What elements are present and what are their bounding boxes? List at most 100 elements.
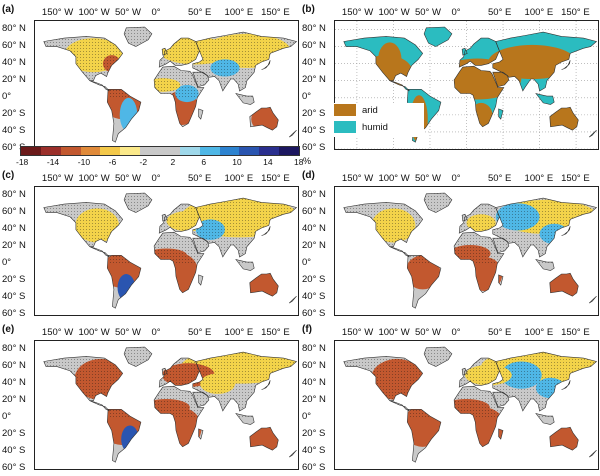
- lon-label: 50° W: [114, 173, 141, 184]
- lat-label: 0°: [2, 256, 12, 268]
- colorbar: [20, 146, 300, 156]
- legend-item-humid: humid: [334, 120, 388, 134]
- lon-label: 0°: [151, 7, 161, 18]
- lat-label: 0°: [302, 256, 312, 268]
- panel-label-c: (c): [2, 170, 15, 181]
- panel-label-b: (b): [302, 4, 315, 15]
- lon-label: 0°: [451, 327, 461, 338]
- colorbar-ticks: -18 -14 -10 -6 -2 2 6 10 14 18: [14, 157, 314, 169]
- colorbar-swatch: [80, 147, 101, 155]
- lat-label: 0°: [302, 410, 312, 422]
- colorbar-swatch: [239, 147, 260, 155]
- map-panel-a: [34, 20, 299, 150]
- lon-label: 150° W: [41, 173, 74, 184]
- map-panel-c: [34, 186, 299, 316]
- lon-label: 0°: [451, 7, 461, 18]
- lat-label: 20° S: [302, 273, 326, 285]
- lat-label: 60° S: [2, 308, 26, 319]
- lon-label: 50° E: [488, 327, 512, 338]
- legend-label-arid: arid: [362, 104, 378, 116]
- legend-swatch-arid: [334, 104, 356, 116]
- colorbar-swatch: [140, 147, 161, 155]
- lat-label: 40° N: [302, 56, 326, 68]
- lat-label: 0°: [2, 410, 12, 422]
- lat-label: 20° N: [2, 73, 26, 85]
- lat-label: 40° S: [2, 444, 26, 456]
- lat-label: 60° S: [302, 308, 326, 319]
- colorbar-tick-label: -18: [16, 157, 29, 167]
- lat-label: 20° S: [302, 427, 326, 439]
- lon-label: 100° E: [224, 327, 254, 338]
- lat-label: 80° N: [2, 188, 26, 200]
- lat-label: 60° N: [302, 359, 326, 371]
- lat-label: 60° S: [302, 462, 326, 473]
- colorbar-tick-label: 6: [201, 157, 207, 167]
- lon-label: 50° W: [114, 7, 141, 18]
- colorbar-swatch: [40, 147, 61, 155]
- lon-label: 100° W: [78, 327, 110, 338]
- lat-label: 40° N: [2, 222, 26, 234]
- map-panel-e: [34, 340, 299, 470]
- lon-label: 50° E: [188, 173, 212, 184]
- lat-label: 20° N: [302, 393, 326, 405]
- colorbar-swatch: [21, 147, 41, 155]
- lon-label: 100° E: [224, 7, 254, 18]
- lon-label: 100° W: [378, 327, 410, 338]
- lat-label: 20° S: [2, 273, 26, 285]
- lat-label: 40° S: [302, 290, 326, 302]
- lat-label: 80° N: [2, 22, 26, 34]
- lon-label: 100° E: [524, 327, 554, 338]
- lat-label: 80° N: [302, 188, 326, 200]
- lat-label: 40° S: [302, 124, 326, 136]
- lat-label: 60° N: [2, 39, 26, 51]
- lon-label: 0°: [151, 327, 161, 338]
- legend-label-humid: humid: [362, 121, 388, 133]
- lat-label: 0°: [2, 90, 12, 102]
- lat-label: 20° N: [302, 239, 326, 251]
- lon-label: 100° W: [78, 7, 110, 18]
- lat-label: 20° N: [2, 239, 26, 251]
- lat-label: 80° N: [2, 342, 26, 354]
- lon-label: 50° W: [114, 327, 141, 338]
- map-panel-f: [334, 340, 599, 470]
- colorbar-swatch: [199, 147, 220, 155]
- lat-label: 60° N: [2, 359, 26, 371]
- colorbar-unit: %: [303, 156, 312, 166]
- lon-label: 150° W: [341, 327, 374, 338]
- colorbar-tick-label: -2: [139, 157, 148, 167]
- colorbar-swatch: [259, 147, 280, 155]
- lat-label: 0°: [302, 90, 312, 102]
- lat-label: 60° N: [2, 205, 26, 217]
- colorbar-swatch: [179, 147, 200, 155]
- legend-item-arid: arid: [334, 103, 378, 117]
- lat-label: 80° N: [302, 342, 326, 354]
- colorbar-tick-label: -14: [46, 157, 60, 167]
- lon-label: 50° E: [188, 7, 212, 18]
- colorbar-tick-label: -6: [108, 157, 117, 167]
- lon-label: 0°: [151, 173, 161, 184]
- lat-label: 40° S: [2, 290, 26, 302]
- lon-label: 50° E: [188, 327, 212, 338]
- lon-label: 150° E: [561, 173, 590, 184]
- lon-label: 100° E: [524, 7, 554, 18]
- colorbar-swatch: [279, 147, 300, 155]
- lat-label: 80° N: [302, 22, 326, 34]
- lon-label: 150° E: [561, 327, 590, 338]
- panel-label-d: (d): [302, 170, 315, 181]
- lat-label: 40° S: [2, 124, 26, 136]
- lon-label: 100° W: [78, 173, 110, 184]
- lat-label: 40° N: [2, 56, 26, 68]
- panel-label-f: (f): [302, 324, 312, 335]
- lon-label: 150° E: [261, 173, 290, 184]
- lon-label: 150° E: [561, 7, 590, 18]
- lat-label: 60° N: [302, 39, 326, 51]
- lon-label: 150° W: [341, 173, 374, 184]
- lon-label: 50° E: [488, 7, 512, 18]
- lon-label: 100° W: [378, 7, 410, 18]
- lat-label: 60° S: [2, 142, 26, 153]
- colorbar-tick-label: 10: [232, 157, 242, 167]
- lat-label: 20° N: [2, 393, 26, 405]
- colorbar-swatch: [160, 147, 180, 155]
- colorbar-swatch: [100, 147, 121, 155]
- lat-label: 60° S: [302, 142, 326, 153]
